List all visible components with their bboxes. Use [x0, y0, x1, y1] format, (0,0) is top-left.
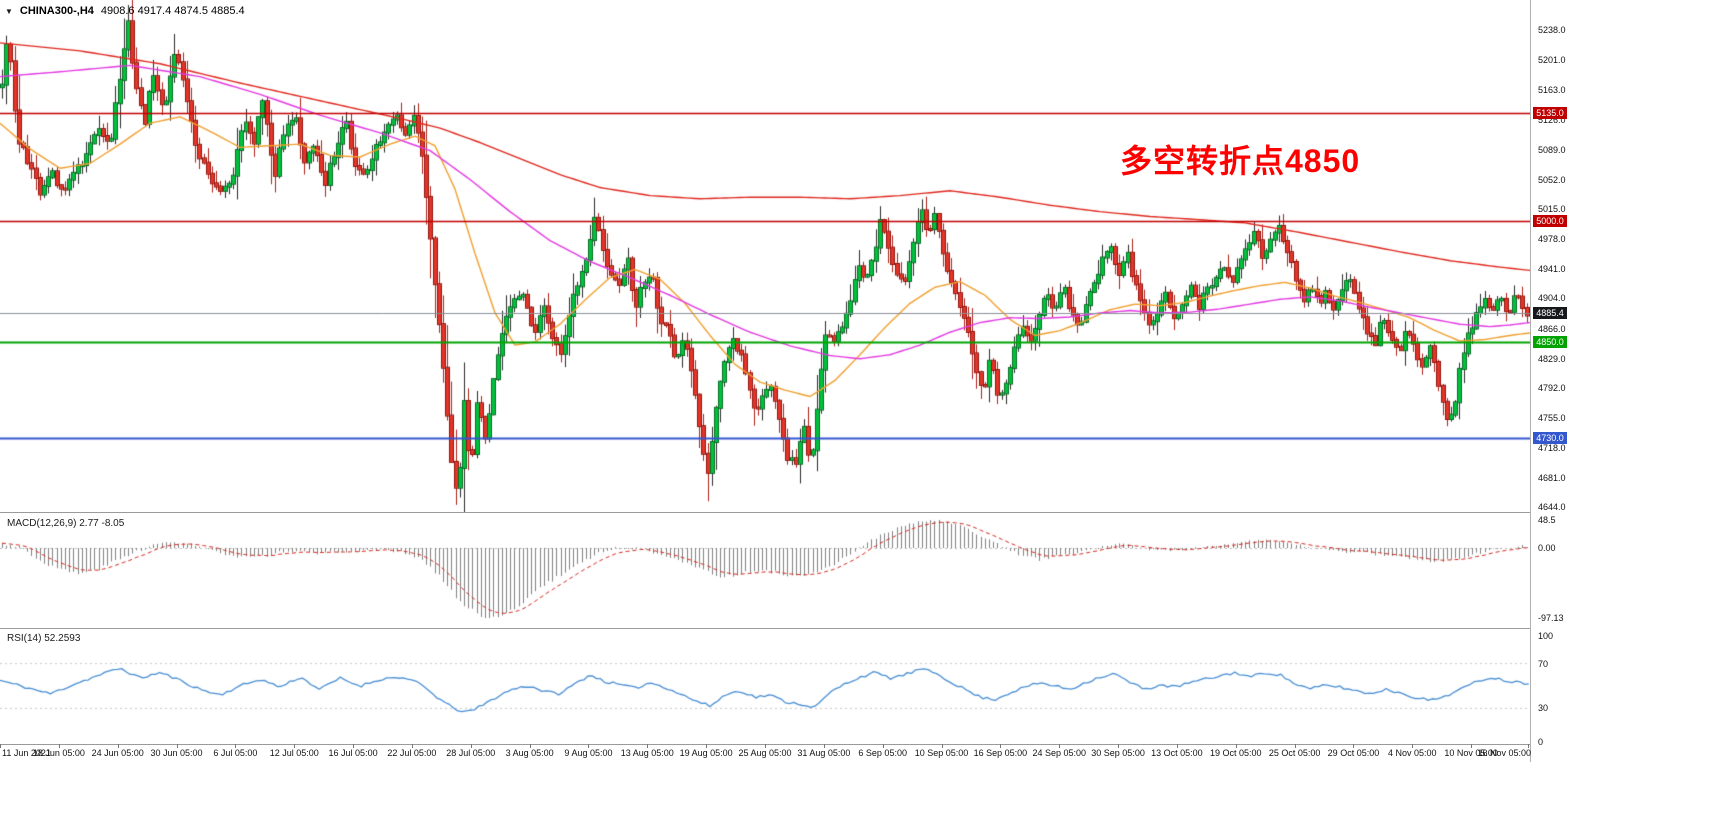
time-axis-tick [177, 744, 178, 748]
price-axis-label: 4792.0 [1538, 383, 1566, 394]
time-axis[interactable]: 11 Jun 2021 18 Jun 05:00 24 Jun 05:00 30 Ju… [0, 744, 1532, 762]
time-axis-tick [412, 744, 413, 748]
time-axis-label: 30 Jun 05:00 [150, 748, 203, 758]
time-axis-label: 29 Oct 05:00 [1327, 748, 1380, 758]
time-axis-label: 31 Aug 05:00 [797, 748, 851, 758]
time-axis-tick [883, 744, 884, 748]
rsi-axis-label: 30 [1538, 703, 1549, 714]
time-axis-tick [824, 744, 825, 748]
macd-indicator-label: MACD(12,26,9) 2.77 -8.05 [7, 518, 125, 529]
chart-annotation-text: 多空转折点4850 [1120, 143, 1361, 179]
time-axis-tick [1412, 744, 1413, 748]
time-axis-label: 10 Sep 05:00 [914, 748, 969, 758]
price-level-tag: 4885.4 [1533, 307, 1567, 320]
time-axis-label: 30 Sep 05:00 [1091, 748, 1145, 758]
time-axis-label: 22 Jul 05:00 [387, 748, 437, 758]
time-axis-tick [0, 744, 1, 748]
price-axis-label: 4904.0 [1538, 293, 1566, 304]
price-axis-label: 5052.0 [1538, 174, 1566, 185]
time-axis-tick [706, 744, 707, 748]
time-axis-label: 16 Sep 05:00 [973, 748, 1028, 758]
macd-axis-label: 0.00 [1538, 543, 1556, 553]
price-chart-canvas[interactable] [0, 0, 1530, 512]
price-axis-label: 4978.0 [1538, 233, 1566, 244]
time-axis-tick [1353, 744, 1354, 748]
time-axis-tick [588, 744, 589, 748]
time-axis-label: 13 Aug 05:00 [620, 748, 674, 758]
macd-axis-label: 48.5 [1538, 515, 1556, 525]
price-axis[interactable]: 5238.0 5201.0 5163.0 5126.0 5089.0 5052.0 5015… [1530, 0, 1731, 762]
time-axis-label: 12 Jul 05:00 [269, 748, 319, 758]
time-axis-label: 4 Nov 05:00 [1388, 748, 1437, 758]
time-axis-label: 18 Jun 05:00 [32, 748, 85, 758]
time-axis-tick [471, 744, 472, 748]
time-axis-tick [647, 744, 648, 748]
price-axis-label: 5015.0 [1538, 204, 1566, 215]
time-axis-label: 19 Aug 05:00 [679, 748, 733, 758]
time-axis-label: 24 Jun 05:00 [91, 748, 144, 758]
price-level-tag: 5135.0 [1533, 106, 1567, 119]
macd-indicator-canvas[interactable] [0, 514, 1530, 628]
time-axis-label: 25 Oct 05:00 [1268, 748, 1321, 758]
time-axis-label: 28 Jul 05:00 [446, 748, 496, 758]
price-axis-label: 5201.0 [1538, 54, 1566, 65]
price-axis-label: 4644.0 [1538, 502, 1566, 513]
panel-separator[interactable] [0, 744, 1731, 745]
price-axis-label: 4755.0 [1538, 413, 1566, 424]
time-axis-tick [1118, 744, 1119, 748]
time-axis-tick [118, 744, 119, 748]
rsi-axis-label: 100 [1538, 631, 1554, 641]
rsi-axis-label: 70 [1538, 658, 1549, 669]
price-axis-label: 5163.0 [1538, 85, 1566, 96]
time-axis-tick [1295, 744, 1296, 748]
price-axis-label: 5089.0 [1538, 144, 1566, 155]
time-axis-tick [235, 744, 236, 748]
time-axis-label: 10 Nov 05:00 [1444, 748, 1498, 758]
panel-separator[interactable] [0, 628, 1731, 629]
time-axis-label: 3 Aug 05:00 [505, 748, 554, 758]
macd-axis-label: -97.13 [1538, 613, 1564, 623]
price-axis-label: 5238.0 [1538, 25, 1566, 35]
time-axis-tick [1000, 744, 1001, 748]
time-axis-tick [1236, 744, 1237, 748]
time-axis-tick [530, 744, 531, 748]
price-axis-label: 4829.0 [1538, 353, 1566, 364]
price-level-tag: 4730.0 [1533, 432, 1567, 445]
price-level-tag: 4850.0 [1533, 335, 1567, 348]
ohlc-values: 4908.6 4917.4 4874.5 4885.4 [100, 5, 245, 17]
time-axis-label: 6 Jul 05:00 [213, 748, 258, 758]
time-axis-label: 24 Sep 05:00 [1032, 748, 1086, 758]
time-axis-tick [1471, 744, 1472, 748]
price-axis-label: 5126.0 [1538, 115, 1566, 126]
time-axis-label: 16 Jul 05:00 [328, 748, 378, 758]
time-axis-label: 6 Sep 05:00 [858, 748, 907, 758]
price-axis-label: 4718.0 [1538, 442, 1566, 453]
time-axis-tick [1059, 744, 1060, 748]
price-axis-label: 4681.0 [1538, 472, 1566, 483]
time-axis-label: 19 Oct 05:00 [1209, 748, 1262, 758]
price-level-tag: 5000.0 [1533, 215, 1567, 228]
time-axis-tick [1177, 744, 1178, 748]
rsi-indicator-canvas[interactable] [0, 630, 1530, 744]
time-axis-tick [942, 744, 943, 748]
symbol-title: CHINA300-,H4 [19, 5, 94, 17]
time-axis-label: 11 Jun 2021 [2, 748, 51, 758]
price-axis-label: 4941.0 [1538, 263, 1566, 274]
chart-header: ▼ CHINA300-,H4 4908.6 4917.4 4874.5 4885… [5, 5, 245, 17]
time-axis-label: 16 Nov 05:00 [1477, 748, 1532, 758]
time-axis-tick [765, 744, 766, 748]
time-axis-tick [1528, 744, 1529, 748]
rsi-indicator-label: RSI(14) 52.2593 [7, 633, 81, 644]
rsi-axis-label: 0 [1538, 737, 1544, 747]
time-axis-label: 9 Aug 05:00 [564, 748, 613, 758]
time-axis-label: 25 Aug 05:00 [738, 748, 792, 758]
time-axis-tick [59, 744, 60, 748]
time-axis-label: 13 Oct 05:00 [1151, 748, 1203, 758]
time-axis-tick [353, 744, 354, 748]
one-click-trading-arrow-icon[interactable]: ▼ [5, 6, 13, 16]
price-axis-label: 4866.0 [1538, 324, 1566, 334]
time-axis-tick [294, 744, 295, 748]
panel-separator[interactable] [0, 512, 1731, 513]
